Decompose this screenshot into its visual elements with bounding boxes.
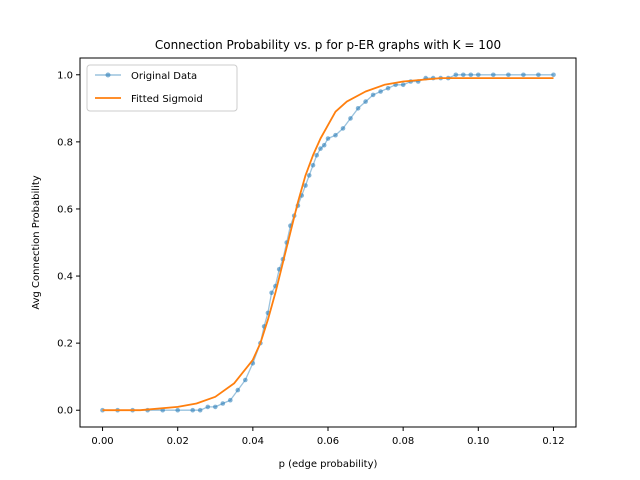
data-point-original-data bbox=[318, 146, 323, 151]
data-point-original-data bbox=[228, 397, 233, 403]
y-tick-label: 0.2 bbox=[57, 339, 73, 350]
data-point-original-data bbox=[220, 401, 226, 406]
data-point-original-data bbox=[197, 407, 203, 413]
data-point-original-data bbox=[378, 89, 383, 94]
y-tick-label: 0.0 bbox=[57, 406, 73, 417]
x-tick-label: 0.04 bbox=[242, 436, 264, 447]
plot-series bbox=[100, 72, 556, 413]
chart-title: Connection Probability vs. p for p-ER gr… bbox=[155, 38, 501, 52]
x-axis: 0.00 0.02 0.04 0.06 0.08 0.10 0.12 bbox=[91, 427, 565, 447]
data-point-original-data bbox=[453, 72, 459, 78]
data-point-original-data bbox=[348, 116, 353, 121]
legend-label-fitted-sigmoid: Fitted Sigmoid bbox=[131, 94, 203, 105]
data-point-original-data bbox=[551, 72, 556, 78]
data-point-original-data bbox=[355, 106, 361, 111]
data-point-original-data bbox=[536, 72, 541, 78]
data-point-original-data bbox=[175, 407, 180, 413]
data-point-original-data bbox=[333, 132, 338, 138]
data-point-original-data bbox=[385, 85, 391, 91]
data-point-original-data bbox=[461, 72, 466, 78]
legend: Original Data Fitted Sigmoid bbox=[86, 64, 238, 112]
data-point-original-data bbox=[506, 72, 511, 78]
data-point-original-data bbox=[468, 72, 474, 78]
data-point-original-data bbox=[205, 404, 211, 410]
y-axis: 0.0 0.2 0.4 0.6 0.8 1.0 bbox=[57, 70, 80, 417]
y-tick-label: 0.4 bbox=[57, 272, 73, 283]
data-point-original-data bbox=[521, 72, 526, 78]
x-tick-label: 0.06 bbox=[317, 436, 339, 447]
x-tick-label: 0.10 bbox=[467, 436, 489, 447]
x-tick-label: 0.02 bbox=[167, 436, 189, 447]
data-point-original-data bbox=[370, 92, 376, 98]
data-point-original-data bbox=[306, 173, 312, 178]
data-point-original-data bbox=[190, 407, 195, 413]
data-point-original-data bbox=[310, 163, 316, 168]
y-tick-label: 1.0 bbox=[57, 70, 73, 81]
data-point-original-data bbox=[491, 72, 496, 78]
y-axis-label: Avg Connection Probability bbox=[31, 175, 42, 309]
data-point-original-data bbox=[400, 82, 406, 88]
data-point-original-data bbox=[314, 153, 320, 158]
data-point-original-data bbox=[325, 136, 331, 141]
series-line-fitted-sigmoid bbox=[102, 77, 554, 412]
x-tick-label: 0.08 bbox=[392, 436, 414, 447]
data-point-original-data bbox=[303, 183, 308, 188]
legend-box bbox=[86, 64, 238, 112]
x-axis-label: p (edge probability) bbox=[279, 459, 378, 470]
y-tick-label: 0.8 bbox=[57, 137, 73, 148]
data-point-original-data bbox=[235, 387, 241, 393]
y-tick-label: 0.6 bbox=[57, 204, 73, 215]
x-tick-label: 0.12 bbox=[542, 436, 564, 447]
data-point-original-data bbox=[321, 142, 327, 148]
data-point-original-data bbox=[243, 377, 248, 383]
data-point-original-data bbox=[213, 404, 218, 410]
data-point-original-data bbox=[340, 126, 346, 131]
legend-marker-original-data bbox=[105, 72, 111, 78]
x-tick-label: 0.00 bbox=[91, 436, 113, 447]
data-point-original-data bbox=[363, 99, 368, 104]
data-point-original-data bbox=[269, 290, 274, 296]
legend-label-original-data: Original Data bbox=[131, 71, 197, 82]
data-point-original-data bbox=[476, 72, 481, 78]
